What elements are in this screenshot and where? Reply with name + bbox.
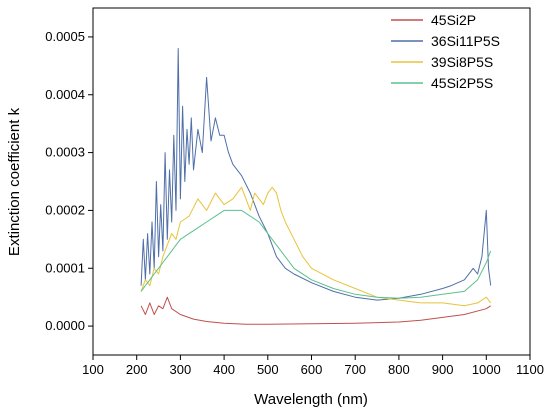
x-tick-label: 100	[82, 362, 104, 377]
x-tick-label: 700	[344, 362, 366, 377]
x-tick-label: 600	[301, 362, 323, 377]
series-line-45Si2P5S	[140, 209, 492, 299]
y-axis-title: Extinction coefficient k	[6, 107, 23, 256]
x-tick-label: 400	[213, 362, 235, 377]
y-tick-label: 0.0005	[45, 29, 85, 44]
series-line-39Si8P5S	[140, 186, 492, 307]
series-line-45Si2P	[140, 296, 491, 325]
series-line-36Si11P5S	[140, 48, 492, 301]
legend-label: 45Si2P	[431, 12, 476, 28]
legend-label: 36Si11P5S	[431, 33, 500, 49]
x-tick-label: 900	[432, 362, 454, 377]
legend-label: 45Si2P5S	[431, 75, 493, 91]
y-tick-label: 0.0001	[45, 260, 85, 275]
y-tick-label: 0.0000	[45, 318, 85, 333]
x-tick-label: 1100	[516, 362, 544, 377]
legend-label: 39Si8P5S	[431, 54, 493, 70]
legend: 45Si2P 36Si11P5S 39Si8P5S 45Si2P5S	[391, 12, 500, 91]
x-tick-label: 300	[170, 362, 192, 377]
x-tick-label: 500	[257, 362, 279, 377]
y-tick-label: 0.0002	[45, 202, 85, 217]
y-tick-label: 0.0003	[45, 145, 85, 160]
x-tick-label: 800	[388, 362, 410, 377]
x-axis-title: Wavelength (nm)	[254, 391, 368, 408]
y-tick-label: 0.0004	[45, 87, 85, 102]
x-tick-label: 1000	[472, 362, 501, 377]
x-tick-label: 200	[126, 362, 148, 377]
